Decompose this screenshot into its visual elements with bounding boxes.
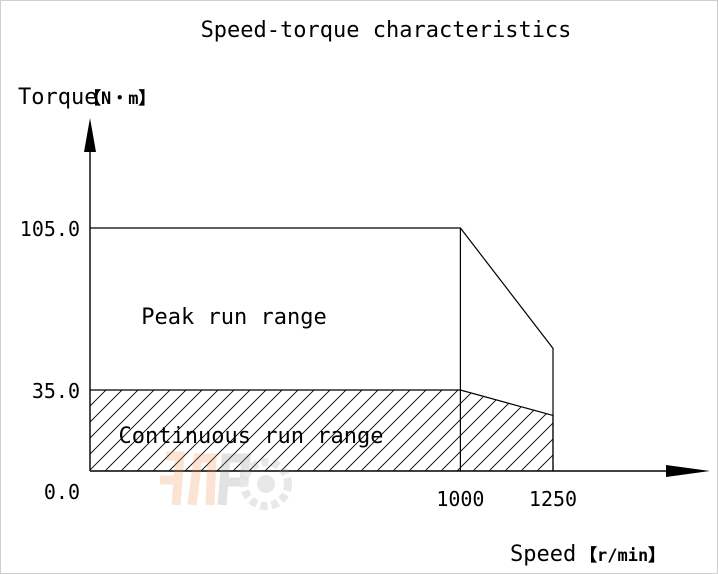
x-tick-label: 1000 [436,487,484,511]
peak-run-outline [90,227,554,471]
jmpc-logo-watermark [160,451,292,510]
y-axis-arrow-icon [84,118,96,152]
peak-run-range-label: Peak run range [141,305,326,330]
continuous-run-outline [90,389,554,471]
y-tick-label: 35.0 [32,379,80,403]
x-tick-label: 1250 [529,487,577,511]
y-axis-unit: 【N・m】 [84,88,155,109]
x-axis-unit: 【r/min】 [580,545,665,566]
chart-title: Speed-torque characteristics [201,18,572,43]
y-tick-label: 105.0 [20,217,80,241]
y-axis-label: Torque [18,85,97,110]
y-tick-label: 0.0 [44,480,80,504]
continuous-run-area [90,390,553,471]
x-axis-label: Speed [510,542,576,567]
x-axis-arrow-icon [666,465,710,477]
continuous-run-range-label: Continuous run range [119,424,384,449]
